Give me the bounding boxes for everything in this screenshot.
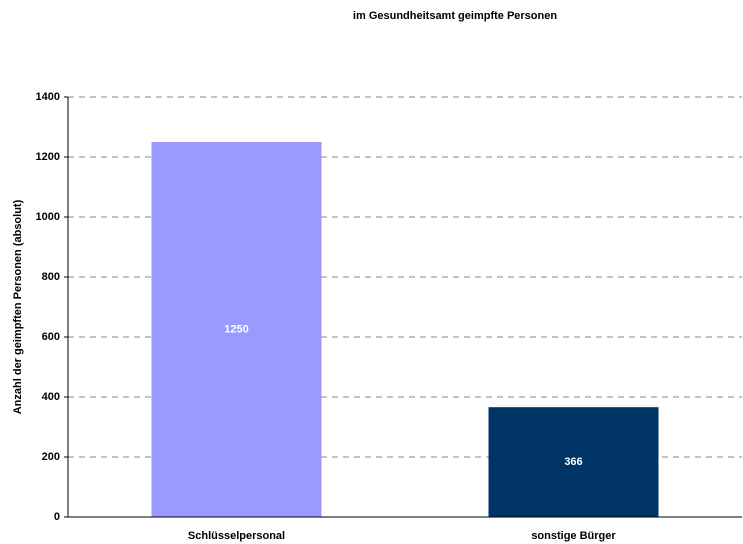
y-tick-label: 400: [42, 391, 60, 403]
data-label: 366: [564, 456, 582, 468]
x-tick-label: sonstige Bürger: [531, 530, 616, 542]
y-tick-label: 1200: [36, 151, 60, 163]
y-tick-label: 0: [54, 511, 60, 523]
bar: [151, 142, 322, 517]
bar: [488, 407, 659, 517]
x-tick-label: Schlüsselpersonal: [188, 530, 285, 542]
y-axis-label: Anzahl der geimpften Personen (absolut): [12, 199, 24, 414]
y-tick-label: 600: [42, 331, 60, 343]
chart-title: im Gesundheitsamt geimpfte Personen: [353, 10, 557, 22]
y-tick-label: 1000: [36, 211, 60, 223]
data-label: 1250: [224, 323, 248, 335]
y-tick-label: 800: [42, 271, 60, 283]
y-tick-label: 200: [42, 451, 60, 463]
y-tick-label: 1400: [36, 91, 60, 103]
